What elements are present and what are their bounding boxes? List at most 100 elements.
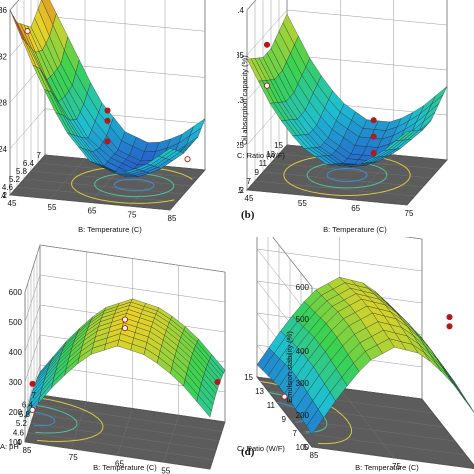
z-axis-label: Emulsion stability (%) (285, 331, 294, 403)
y-tick-label: 15 (274, 141, 283, 150)
y-tick-label: 4 (2, 191, 7, 200)
y-tick-label: 7 (37, 151, 42, 160)
x-tick-label: 65 (88, 207, 97, 216)
x-tick-label: 55 (298, 199, 307, 208)
y-tick-label: 7 (32, 391, 37, 400)
y-tick-label: 11 (259, 159, 268, 168)
contour-line (38, 397, 104, 429)
floor-gridline (254, 180, 416, 197)
z-tick-label: 400 (296, 347, 310, 356)
y-tick-label: 4.6 (13, 429, 25, 438)
x-tick-label: 75 (392, 462, 401, 471)
x-tick-label: 85 (168, 214, 177, 223)
response-surface (256, 276, 474, 435)
floor-gridline (30, 423, 217, 451)
design-point (263, 41, 271, 48)
floor-gridline (23, 178, 185, 195)
floor-gridline (39, 394, 226, 423)
floor-gridline (16, 186, 178, 203)
response-surface (9, 0, 206, 178)
y-tick-label: 5 (304, 443, 309, 452)
contour-line (318, 420, 353, 445)
design-point (370, 149, 377, 157)
chart-group: 600500400300200100857565554544.65.25.86.… (0, 244, 226, 474)
design-point (29, 406, 36, 413)
response-surface (246, 13, 448, 168)
design-point (370, 117, 377, 124)
z-tick-label: 300 (9, 378, 23, 387)
chart-group: 600500400300200100857565579111315B: Temp… (237, 237, 474, 472)
surface-plot-a: .36 0.32 0.28 0.24 0.245 55 65 75 85 44.65.25.86.… (0, 0, 206, 234)
surface-cell (395, 130, 412, 142)
design-point (104, 107, 111, 114)
z-tick-label: 100 (296, 443, 310, 452)
z-tick-label: 0.2 (0, 191, 8, 200)
surface-cell (459, 391, 474, 413)
y-tick-label: 13 (255, 387, 264, 396)
contour-line (326, 168, 368, 182)
y-tick-label: 7 (293, 429, 298, 438)
panel-letter: (b) (241, 209, 255, 221)
z-tick-label: 500 (296, 315, 310, 324)
z-tick-label: 0.24 (0, 145, 8, 154)
design-point (214, 378, 221, 386)
floor-gridline (129, 166, 166, 207)
surface-cell (158, 148, 174, 158)
x-axis-label: B: Temperature (C) (93, 463, 157, 472)
contour-line (35, 424, 78, 434)
floor-gridline (262, 171, 424, 188)
design-point (104, 138, 111, 145)
y-tick-label: 5.2 (9, 175, 21, 184)
z-tick-label: 300 (296, 379, 310, 388)
y-tick-label: 6.4 (23, 159, 35, 168)
design-point (29, 380, 36, 387)
response-surface (24, 298, 226, 420)
y-tick-label: 5.2 (16, 419, 28, 428)
z-tick-label: 400 (9, 348, 23, 357)
x-tick-label: 65 (351, 204, 360, 213)
z-tick-label: .36 (0, 6, 8, 15)
design-point (281, 393, 288, 400)
floor-gridline (24, 441, 211, 470)
surface-cell (447, 375, 466, 401)
floor-gridline (117, 408, 133, 456)
floor-gridline (246, 144, 288, 191)
floor-gridline (169, 169, 206, 211)
y-tick-label: 4 (17, 438, 22, 447)
floor-gridline (339, 387, 395, 459)
floor-gridline (256, 376, 313, 448)
contour-line (113, 178, 155, 192)
y-tick-label: 4.6 (2, 183, 14, 192)
z-tick-label: 0.25 (237, 141, 245, 150)
design-point (121, 325, 129, 332)
design-point (184, 156, 191, 163)
panel-d: 600500400300200100857565579111315B: Temp… (237, 237, 474, 474)
floor-gridline (311, 446, 474, 469)
contour-line (36, 405, 78, 426)
design-point (446, 314, 453, 321)
floor-gridline (353, 154, 394, 201)
z-tick-label: 0.3 (237, 96, 245, 105)
floor-gridline (300, 432, 467, 456)
z-tick-label: 0.32 (0, 52, 8, 61)
floor-gridline (209, 421, 226, 470)
design-point (263, 82, 271, 89)
floor-gridline (27, 432, 214, 460)
y-tick-label: 15 (244, 373, 253, 382)
floor-gridline (36, 404, 223, 432)
x-tick-label: 75 (69, 453, 78, 462)
floor-gridline (30, 170, 192, 187)
z-tick-label: 200 (296, 411, 310, 420)
z-tick-label: 0.35 (237, 51, 245, 60)
z-tick-label: 0.4 (237, 6, 245, 15)
x-axis-label: B: Temperature (C) (355, 463, 419, 472)
x-tick-label: 65 (115, 460, 124, 469)
y-tick-label: 11 (267, 401, 276, 410)
x-tick-label: 85 (23, 446, 32, 455)
x-tick-label: 55 (161, 466, 170, 474)
floor-gridline (49, 158, 86, 199)
z-tick-label: 100 (9, 438, 23, 447)
contour-line (36, 428, 104, 442)
y-tick-label: 9 (255, 168, 260, 177)
